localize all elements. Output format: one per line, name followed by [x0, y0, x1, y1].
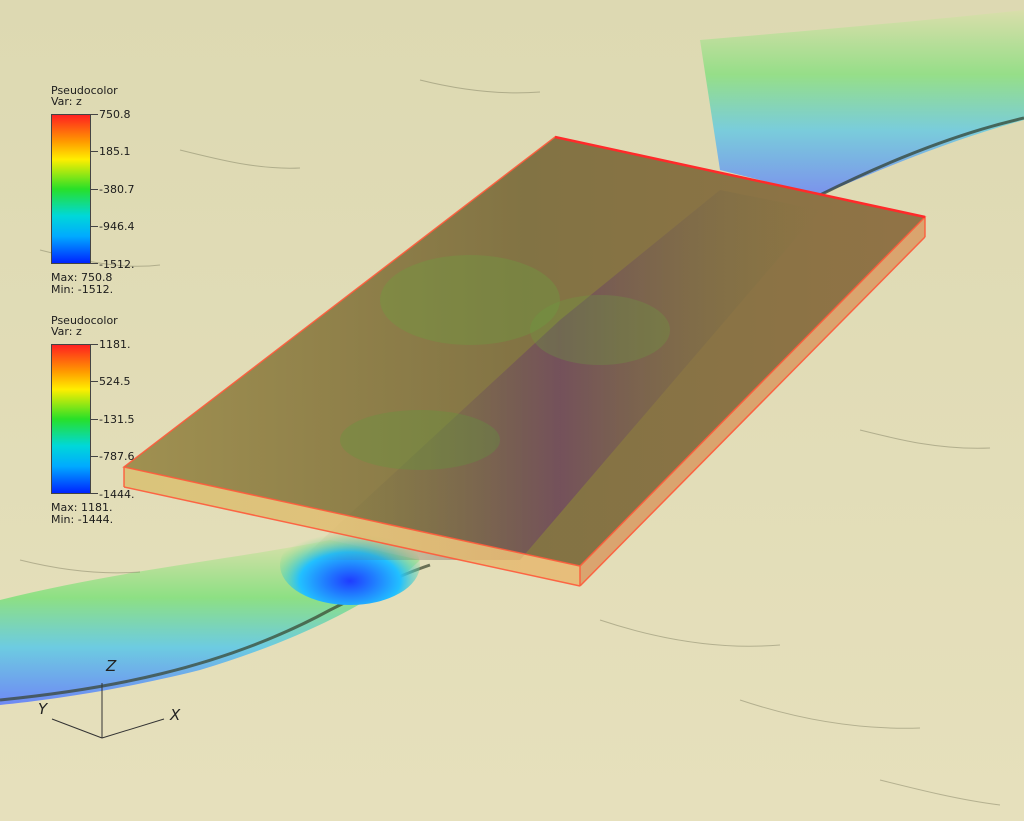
- tick-mark: [91, 263, 98, 264]
- y-axis-line: [51, 718, 103, 739]
- tick-label: -1444.: [99, 488, 135, 501]
- tick-mark: [91, 151, 98, 152]
- tick-mark: [91, 344, 98, 345]
- y-axis-label: Y: [38, 700, 49, 718]
- legend-var: Var: z: [51, 95, 82, 108]
- tick-label: 1181.: [99, 338, 131, 351]
- tick-label: -1512.: [99, 258, 135, 271]
- tick-mark: [91, 456, 98, 457]
- legend-var: Var: z: [51, 325, 82, 338]
- legend-min: Min: -1512.: [51, 283, 114, 296]
- z-axis-label: Z: [105, 657, 117, 675]
- tick-label: -380.7: [99, 183, 135, 196]
- legend-title: Pseudocolor: [51, 84, 118, 97]
- color-bar: [51, 344, 91, 494]
- tick-label: -131.5: [99, 413, 135, 426]
- tick-mark: [91, 493, 98, 494]
- x-axis-label: X: [169, 706, 181, 724]
- legend-max: Max: 750.8: [51, 271, 113, 284]
- tick-mark: [91, 189, 98, 190]
- tick-label: 750.8: [99, 108, 131, 121]
- tick-label: -946.4: [99, 220, 135, 233]
- legend-min: Min: -1444.: [51, 513, 114, 526]
- tick-mark: [91, 114, 98, 115]
- tick-label: 185.1: [99, 145, 131, 158]
- legend-title: Pseudocolor: [51, 314, 118, 327]
- tick-mark: [91, 381, 98, 382]
- x-axis-line: [101, 718, 165, 739]
- legend-max: Max: 1181.: [51, 501, 113, 514]
- color-bar: [51, 114, 91, 264]
- tick-label: 524.5: [99, 375, 131, 388]
- axis-triad: Z X Y: [38, 657, 181, 739]
- tick-label: -787.6: [99, 450, 135, 463]
- tick-mark: [91, 419, 98, 420]
- tick-mark: [91, 226, 98, 227]
